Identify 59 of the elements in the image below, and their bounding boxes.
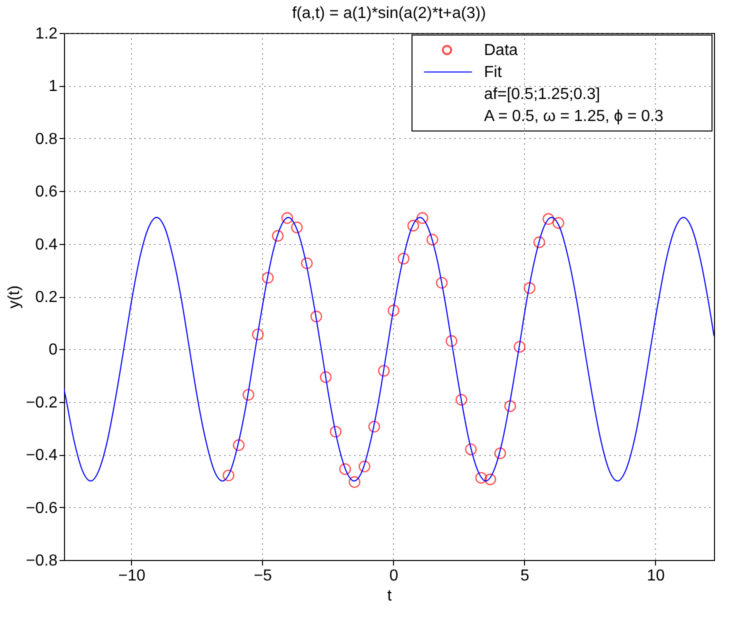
legend-label: Data [484,42,518,59]
y-tick-label: 0 [48,342,58,359]
point [416,212,428,224]
point [446,335,458,347]
x-axis-title: t [387,588,392,604]
y-axis-title: y(t) [6,285,23,309]
point [320,371,332,383]
point [232,439,245,451]
y-tick-label: −0.6 [26,500,58,517]
point [552,217,564,229]
point [272,230,284,242]
y-tick-label: 1.2 [35,26,58,42]
x-tick-label: 0 [389,568,398,584]
point [252,328,264,340]
line-series [64,216,714,482]
point [494,447,506,460]
point [339,463,351,475]
point [465,443,477,456]
point [368,420,380,433]
point [378,364,390,377]
x-tick-label: 10 [646,568,665,584]
point [514,340,526,353]
y-tick-label: −0.8 [26,552,58,570]
annotation: af=[0.5;1.25;0.3] [484,86,600,103]
point [301,257,313,270]
y-tick-label: 0.2 [35,289,58,306]
x-tick-label: −5 [254,568,272,584]
chart-title: f(a,t) = a(1)*sin(a(2)*t+a(3)) [292,5,486,22]
y-tick-label: 0.4 [35,236,58,254]
y-tick-label: 1 [48,78,58,96]
annotation: A = 0.5, ω = 1.25, ϕ = 0.3 [484,108,664,125]
x-tick-label: −10 [118,568,146,584]
point [426,234,438,246]
point [291,222,303,234]
y-tick-label: −0.4 [26,447,58,464]
point [398,252,410,264]
point [330,426,342,438]
point [348,476,360,488]
point [388,304,400,316]
point [262,272,274,284]
point [542,213,554,225]
point [281,212,294,224]
point [456,394,468,406]
x-tick-label: 5 [520,568,530,584]
y-tick-label: −0.2 [26,394,58,412]
legend-label: Fit [484,64,502,81]
point [484,474,496,486]
y-tick-label: 0.6 [35,184,58,201]
point [407,220,420,232]
point [222,470,234,482]
point [504,400,516,412]
point [524,282,536,294]
y-tick-label: 0.8 [35,130,58,148]
point [358,460,370,472]
point [310,310,322,322]
point [242,388,254,401]
point [436,276,448,289]
point [475,472,487,484]
point [533,236,546,248]
